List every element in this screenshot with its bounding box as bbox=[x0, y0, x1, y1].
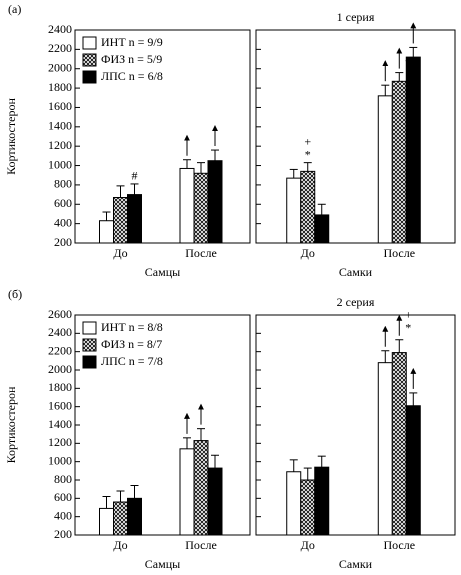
bar bbox=[113, 196, 128, 244]
y-tick-label: 600 bbox=[54, 196, 72, 210]
y-tick-label: 800 bbox=[54, 177, 72, 191]
legend-swatch bbox=[82, 321, 97, 335]
legend-label: ФИЗ n = 8/7 bbox=[101, 337, 162, 351]
bar bbox=[377, 362, 393, 536]
bar bbox=[127, 497, 142, 536]
y-tick-label: 2600 bbox=[48, 307, 72, 321]
x-tick-label: После bbox=[383, 246, 415, 260]
plot-frame bbox=[255, 314, 456, 536]
y-tick-label: 600 bbox=[54, 490, 72, 504]
y-tick-label: 2200 bbox=[48, 41, 72, 55]
bar bbox=[99, 507, 114, 536]
annotation: + bbox=[405, 53, 412, 67]
legend-swatch bbox=[82, 70, 97, 84]
panel-label: (а) bbox=[8, 2, 21, 16]
bar bbox=[377, 95, 393, 244]
y-tick-label: 1200 bbox=[48, 435, 72, 449]
bar bbox=[286, 177, 302, 244]
y-tick-label: 1000 bbox=[48, 157, 72, 171]
annotation: * bbox=[405, 321, 411, 335]
y-tick-label: 1600 bbox=[48, 99, 72, 113]
y-tick-label: 1800 bbox=[48, 80, 72, 94]
bar bbox=[207, 160, 223, 244]
y-tick-label: 400 bbox=[54, 508, 72, 522]
y-tick-label: 200 bbox=[54, 235, 72, 249]
y-tick-label: 2200 bbox=[48, 343, 72, 357]
bar bbox=[207, 467, 223, 536]
bar bbox=[179, 448, 195, 536]
bar bbox=[286, 471, 302, 536]
bar bbox=[405, 56, 421, 244]
panel-title: 2 серия bbox=[337, 295, 375, 309]
x-tick-label: До bbox=[113, 538, 127, 552]
bar bbox=[314, 214, 330, 244]
y-axis-label: Кортикостерон bbox=[4, 98, 18, 175]
legend-swatch bbox=[82, 338, 97, 352]
x-tick-label: После bbox=[185, 246, 217, 260]
x-axis-label: Самцы bbox=[145, 265, 180, 279]
annotation: + bbox=[405, 308, 412, 322]
x-tick-label: После bbox=[383, 538, 415, 552]
legend-label: ИНТ n = 9/9 bbox=[101, 35, 163, 49]
bar bbox=[391, 80, 407, 244]
x-tick-label: До bbox=[301, 538, 315, 552]
bar bbox=[300, 479, 316, 536]
x-axis-label: Самки bbox=[339, 265, 373, 279]
bar bbox=[179, 167, 195, 244]
y-axis-label: Кортикостерон bbox=[4, 386, 18, 463]
plot-frame bbox=[74, 29, 251, 244]
y-tick-label: 1200 bbox=[48, 138, 72, 152]
y-tick-label: 1400 bbox=[48, 417, 72, 431]
plot-frame bbox=[255, 29, 456, 244]
panel-title: 1 серия bbox=[337, 10, 375, 24]
x-tick-label: После bbox=[185, 538, 217, 552]
x-axis-label: Самки bbox=[339, 557, 373, 571]
x-tick-label: До bbox=[301, 246, 315, 260]
y-tick-label: 2000 bbox=[48, 362, 72, 376]
y-tick-label: 1800 bbox=[48, 380, 72, 394]
annotation: * bbox=[305, 147, 311, 161]
bar bbox=[193, 440, 209, 536]
bar bbox=[314, 466, 330, 536]
y-tick-label: 1400 bbox=[48, 119, 72, 133]
legend-swatch bbox=[82, 53, 97, 67]
bar bbox=[193, 172, 209, 244]
x-tick-label: До bbox=[113, 246, 127, 260]
legend-label: ИНТ n = 8/8 bbox=[101, 320, 163, 334]
legend-label: ЛПС n = 6/8 bbox=[101, 69, 163, 83]
legend-swatch bbox=[82, 355, 97, 369]
legend-swatch bbox=[82, 36, 97, 50]
y-tick-label: 200 bbox=[54, 527, 72, 541]
bar bbox=[113, 501, 128, 536]
annotation: # bbox=[132, 169, 138, 183]
bar bbox=[391, 352, 407, 536]
y-tick-label: 1600 bbox=[48, 398, 72, 412]
legend-label: ФИЗ n = 5/9 bbox=[101, 52, 162, 66]
bar bbox=[99, 220, 114, 244]
x-axis-label: Самцы bbox=[145, 557, 180, 571]
y-tick-label: 2000 bbox=[48, 60, 72, 74]
annotation: + bbox=[304, 134, 311, 148]
y-tick-label: 800 bbox=[54, 472, 72, 486]
bar bbox=[127, 194, 142, 244]
y-tick-label: 2400 bbox=[48, 325, 72, 339]
bar bbox=[405, 405, 421, 536]
y-tick-label: 2400 bbox=[48, 22, 72, 36]
panel-label: (б) bbox=[8, 287, 22, 301]
legend-label: ЛПС n = 7/8 bbox=[101, 354, 163, 368]
y-tick-label: 1000 bbox=[48, 453, 72, 467]
bar bbox=[300, 170, 316, 244]
y-tick-label: 400 bbox=[54, 215, 72, 229]
